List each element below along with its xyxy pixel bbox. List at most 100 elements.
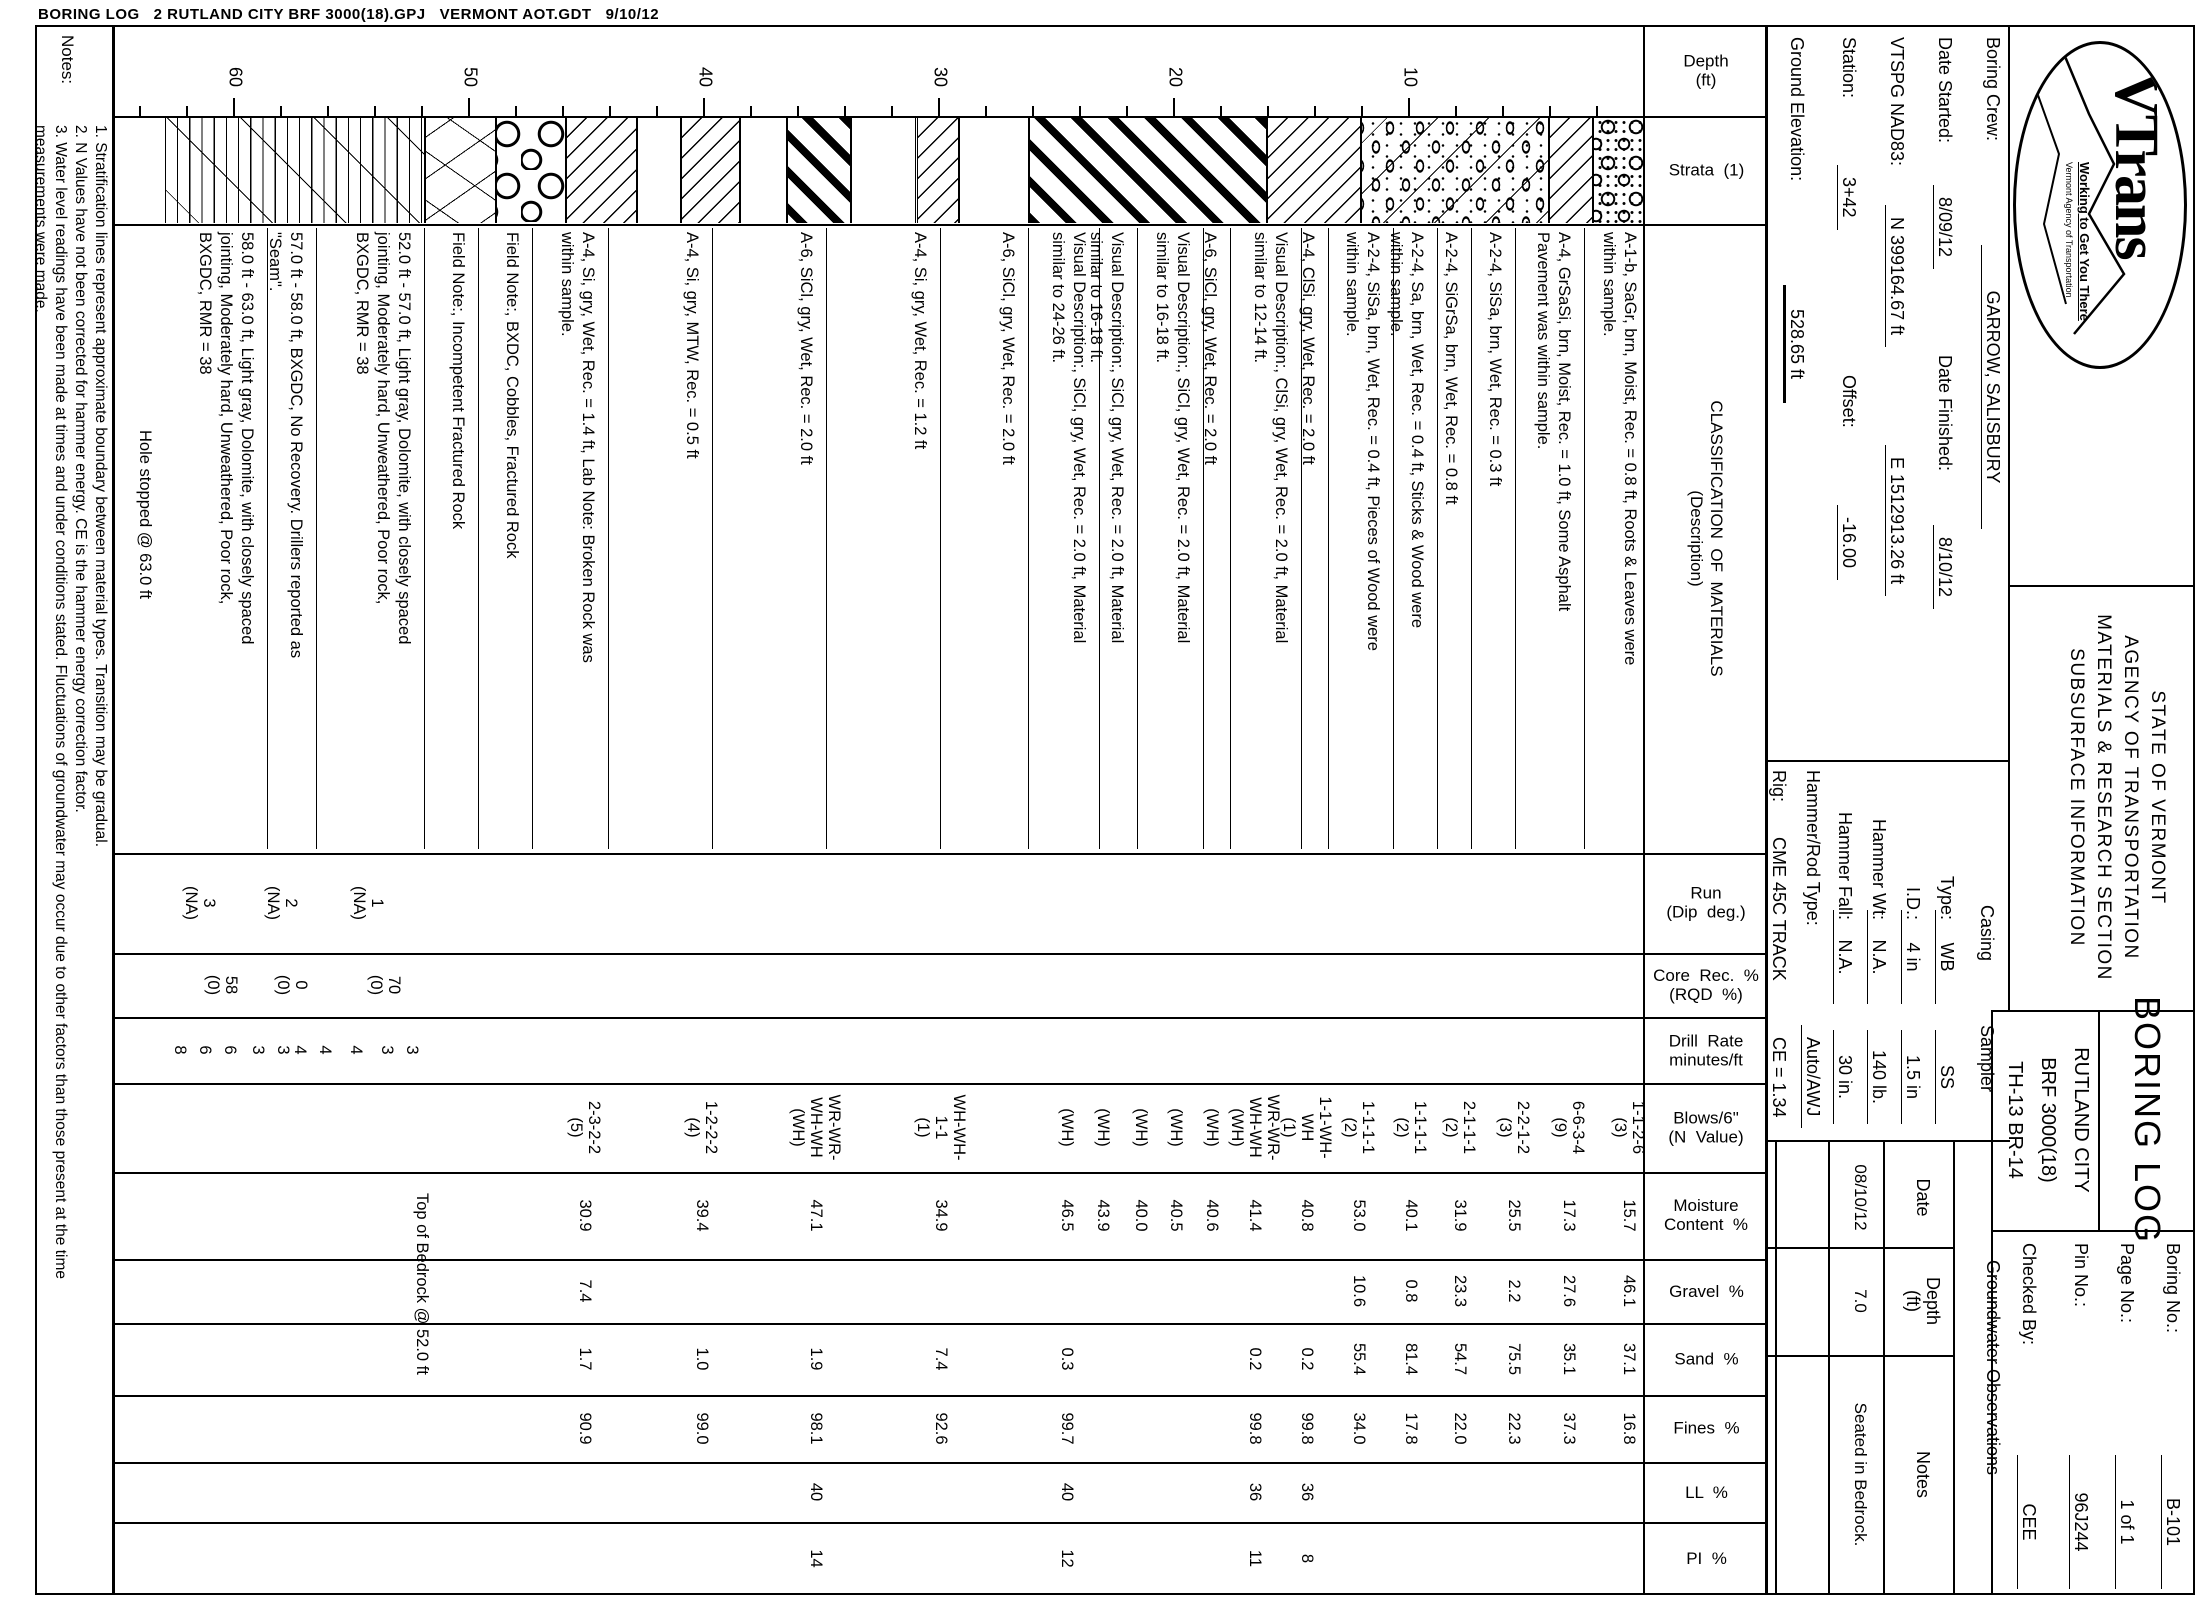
column-line bbox=[115, 1522, 1768, 1524]
blows-value: (WH) bbox=[1132, 1108, 1150, 1147]
drill-rate-value: 4 bbox=[316, 1045, 334, 1055]
description-separator bbox=[1301, 228, 1302, 849]
depth-minor-tick bbox=[1032, 106, 1034, 116]
gw-notes-value: Seated in Bedrock. bbox=[1851, 1402, 1870, 1547]
agency-line: STATE OF VERMONT bbox=[2147, 690, 2168, 905]
blows-value: (WH) bbox=[1058, 1108, 1076, 1147]
station-value: 3+42 bbox=[1837, 165, 1859, 230]
titleblock-divider bbox=[1993, 1010, 2195, 1012]
blows-value: WR-WR- WH-WH (WH) bbox=[1228, 1094, 1282, 1161]
sampler-header: Sampler bbox=[1977, 1025, 1997, 1093]
cs-sampler-value: 140 lb. bbox=[1867, 1030, 1889, 1124]
moist-value: 40.0 bbox=[1132, 1199, 1150, 1232]
moist-value: 40.1 bbox=[1402, 1199, 1420, 1232]
blows-value: WR-WR- WH-WH (WH) bbox=[789, 1094, 843, 1161]
gravel-value: 27.6 bbox=[1560, 1274, 1578, 1308]
crew-label: Boring Crew: bbox=[1983, 37, 2003, 142]
titleblock-divider bbox=[1768, 760, 2010, 762]
blows-value: (WH) bbox=[1203, 1108, 1221, 1147]
gw-line bbox=[1828, 1140, 1830, 1595]
description-separator bbox=[826, 228, 827, 849]
moist-value: 25.5 bbox=[1505, 1199, 1523, 1232]
depth-minor-tick bbox=[139, 106, 141, 116]
column-header-label: Depth (ft) bbox=[1683, 51, 1730, 90]
blows-value: 1-1-1-1 (2) bbox=[1393, 1100, 1429, 1155]
description-entry: A-2-4, Sa, brn, Wet, Rec. = 0.4 ft, Stic… bbox=[1387, 232, 1426, 629]
depth-major-tick bbox=[468, 98, 470, 116]
strata-segment-clay bbox=[1029, 117, 1267, 223]
offset-value: -16.00 bbox=[1837, 505, 1859, 581]
description-separator bbox=[267, 228, 268, 849]
gravel-value: 2.2 bbox=[1505, 1279, 1523, 1303]
depth-minor-tick bbox=[656, 106, 658, 116]
depth-minor-tick bbox=[1549, 106, 1551, 116]
description-separator bbox=[1028, 228, 1029, 849]
strata-segment-hatch bbox=[681, 117, 741, 223]
depth-major-tick bbox=[938, 98, 940, 116]
column-header-pi: PI % bbox=[1645, 1522, 1768, 1595]
moist-value: 47.1 bbox=[807, 1199, 825, 1232]
drill-rate-value: 4 bbox=[347, 1045, 365, 1055]
depth-minor-tick bbox=[515, 106, 517, 116]
form-title-cell: BORING LOG bbox=[2100, 996, 2195, 1244]
northing-value: N 399164.67 ft bbox=[1885, 205, 1907, 348]
run-value: 1 (NA) bbox=[350, 886, 386, 920]
description-separator bbox=[1230, 228, 1231, 849]
gw-line bbox=[1775, 1140, 1777, 1595]
description-entry: 52.0 ft - 57.0 ft, Light gray, Dolomite,… bbox=[353, 232, 413, 645]
column-line bbox=[115, 953, 1768, 955]
sand-value: 1.0 bbox=[693, 1347, 711, 1371]
fines-value: 34.0 bbox=[1350, 1412, 1368, 1445]
strata-segment-hatch bbox=[1548, 117, 1594, 223]
sand-value: 35.1 bbox=[1560, 1342, 1578, 1376]
column-header-label: Moisture Content % bbox=[1664, 1196, 1749, 1235]
description-entry: Visual Description:, SiCl, gry, Wet, Rec… bbox=[1049, 232, 1088, 644]
blows-value: 1-1-1-1 (2) bbox=[1341, 1100, 1377, 1155]
description-entry: A-4, GrSaSi, brn, Moist, Rec. = 1.0 ft, … bbox=[1534, 232, 1573, 612]
strata-segment-hatch bbox=[1266, 117, 1361, 223]
sand-value: 0.2 bbox=[1298, 1347, 1316, 1371]
description-separator bbox=[608, 228, 609, 849]
vtrans-logo: VTrans Working to Get You There Vermont … bbox=[2013, 41, 2187, 369]
column-header-sand: Sand % bbox=[1645, 1323, 1768, 1395]
pi-value: 14 bbox=[807, 1549, 825, 1568]
column-header-fines: Fines % bbox=[1645, 1395, 1768, 1462]
titleblock-divider bbox=[2098, 1010, 2100, 1230]
column-line bbox=[115, 224, 1768, 226]
moist-value: 40.6 bbox=[1203, 1199, 1221, 1232]
depth-minor-tick bbox=[844, 106, 846, 116]
pi-value: 11 bbox=[1246, 1549, 1264, 1568]
moist-value: 31.9 bbox=[1451, 1199, 1469, 1232]
column-line bbox=[115, 25, 1768, 27]
column-header-depth: Depth (ft) bbox=[1645, 25, 1768, 116]
agency-header: STATE OF VERMONT AGENCY OF TRANSPORTATIO… bbox=[2063, 585, 2171, 1010]
description-separator bbox=[1328, 228, 1329, 849]
fines-value: 99.0 bbox=[693, 1412, 711, 1445]
gravel-value: 10.6 bbox=[1350, 1274, 1368, 1308]
depth-minor-tick bbox=[327, 106, 329, 116]
gw-line bbox=[1768, 1355, 1955, 1357]
strata-segment-gravel bbox=[1360, 117, 1549, 223]
description-separator bbox=[1137, 228, 1138, 849]
agency-line: MATERIALS & RESEARCH SECTION bbox=[2093, 614, 2114, 981]
fines-value: 90.9 bbox=[576, 1412, 594, 1445]
depth-minor-tick bbox=[1267, 106, 1269, 116]
blows-value: 2-3-2-2 (5) bbox=[567, 1100, 603, 1155]
sand-value: 81.4 bbox=[1402, 1342, 1420, 1376]
column-line bbox=[115, 1462, 1768, 1464]
core-rec-value: 70 (0) bbox=[367, 974, 403, 996]
gw-date-header: Date bbox=[1913, 1178, 1933, 1217]
column-header-cls: CLASSIFICATION OF MATERIALS (Description… bbox=[1645, 224, 1768, 853]
cs-casing-value: WB bbox=[1935, 910, 1957, 1004]
column-line bbox=[115, 1172, 1768, 1174]
hole-stopped-note: Hole stopped @ 63.0 ft bbox=[136, 430, 154, 600]
description-entry: Field Note:, BXDC, Cobbles, Fractured Ro… bbox=[503, 232, 521, 559]
pin-no-value: 96J244 bbox=[2069, 1455, 2091, 1589]
moist-value: 53.0 bbox=[1350, 1199, 1368, 1232]
description-entry: A-2-4, SiGrSa, brn, Wet, Rec. = 0.8 ft bbox=[1442, 232, 1460, 505]
drill-rate-value: 8 bbox=[171, 1045, 189, 1055]
description-separator bbox=[1437, 228, 1438, 849]
drill-rate-value: 3 bbox=[274, 1045, 292, 1055]
depth-tick-label: 50 bbox=[460, 66, 481, 87]
blows-value: (WH) bbox=[1094, 1108, 1112, 1147]
